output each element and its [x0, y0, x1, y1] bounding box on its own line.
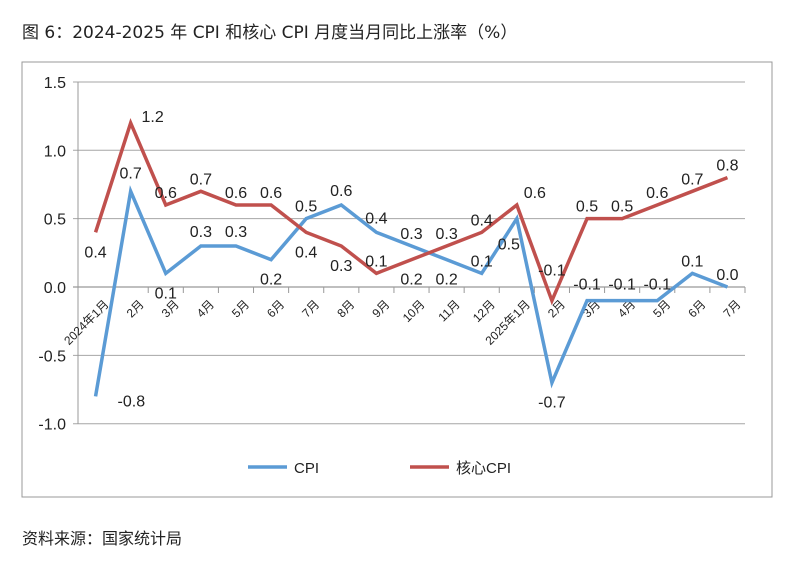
- data-label: 0.5: [576, 199, 598, 216]
- data-label: -0.1: [538, 263, 566, 280]
- data-label: 0.5: [498, 237, 520, 254]
- x-tick-label: 6月: [685, 297, 708, 320]
- series-line-cpi: [93, 185, 729, 397]
- x-tick-label: 6月: [264, 297, 287, 320]
- data-label: 0.7: [190, 171, 212, 188]
- data-label: 0.7: [120, 165, 142, 182]
- data-label: 0.5: [611, 199, 633, 216]
- data-label: -0.8: [118, 393, 146, 410]
- series-line-core-cpi: [93, 117, 729, 306]
- x-tick-label: 2月: [545, 297, 568, 320]
- data-label: -0.1: [608, 277, 636, 294]
- data-label: 0.1: [471, 253, 493, 270]
- legend-label: 核心CPI: [456, 460, 511, 477]
- data-label: 0.7: [681, 171, 703, 188]
- data-label: -0.1: [573, 277, 601, 294]
- data-label: 0.6: [646, 185, 668, 202]
- plot-frame: [21, 61, 773, 498]
- y-tick-label: 1.0: [44, 143, 66, 160]
- data-label: 0.4: [365, 210, 387, 227]
- data-label: 0.1: [155, 285, 177, 302]
- x-tick-label: 10月: [400, 297, 428, 325]
- data-label: 0.6: [155, 185, 177, 202]
- y-tick-label: -1.0: [38, 417, 66, 434]
- data-label: 0.0: [716, 267, 738, 284]
- data-label: 0.3: [190, 224, 212, 241]
- data-label: 1.2: [142, 109, 164, 126]
- y-tick-label: 0.0: [44, 280, 66, 297]
- data-label: 0.2: [435, 272, 457, 289]
- data-label: 0.8: [716, 158, 738, 175]
- source-note: 资料来源：国家统计局: [22, 529, 183, 548]
- data-label: 0.5: [295, 199, 317, 216]
- data-label: 0.3: [330, 258, 352, 275]
- x-tick-label: 9月: [369, 297, 392, 320]
- data-label: 0.6: [330, 183, 352, 200]
- x-tick-label: 12月: [470, 297, 498, 325]
- chart-title: 图 6：2024-2025 年 CPI 和核心 CPI 月度当月同比上涨率（%）: [22, 23, 518, 43]
- data-label: 0.2: [260, 272, 282, 289]
- legend-label: CPI: [294, 460, 319, 477]
- x-tick-label: 7月: [299, 297, 322, 320]
- data-label: -0.7: [538, 395, 566, 412]
- data-label: 0.2: [400, 272, 422, 289]
- x-tick-label: 7月: [720, 297, 743, 320]
- data-label: 0.1: [365, 253, 387, 270]
- x-tick-label: 8月: [334, 297, 357, 320]
- data-label: 0.6: [225, 185, 247, 202]
- data-label: 0.3: [400, 226, 422, 243]
- data-label: 0.4: [84, 244, 106, 261]
- data-label: 0.3: [225, 224, 247, 241]
- data-label: 0.1: [681, 253, 703, 270]
- x-tick-label: 11月: [436, 297, 463, 324]
- y-tick-label: -0.5: [38, 348, 66, 365]
- data-label: 0.6: [524, 185, 546, 202]
- y-tick-label: 1.5: [44, 75, 66, 92]
- data-label: 0.4: [295, 244, 317, 261]
- data-label: -0.1: [643, 277, 671, 294]
- x-tick-label: 2月: [124, 297, 147, 320]
- x-tick-label: 4月: [194, 297, 217, 320]
- x-tick-label: 5月: [229, 297, 252, 320]
- y-tick-label: 0.5: [44, 212, 66, 229]
- data-label: 0.3: [435, 226, 457, 243]
- data-label: 0.6: [260, 185, 282, 202]
- data-label: 0.4: [471, 212, 493, 229]
